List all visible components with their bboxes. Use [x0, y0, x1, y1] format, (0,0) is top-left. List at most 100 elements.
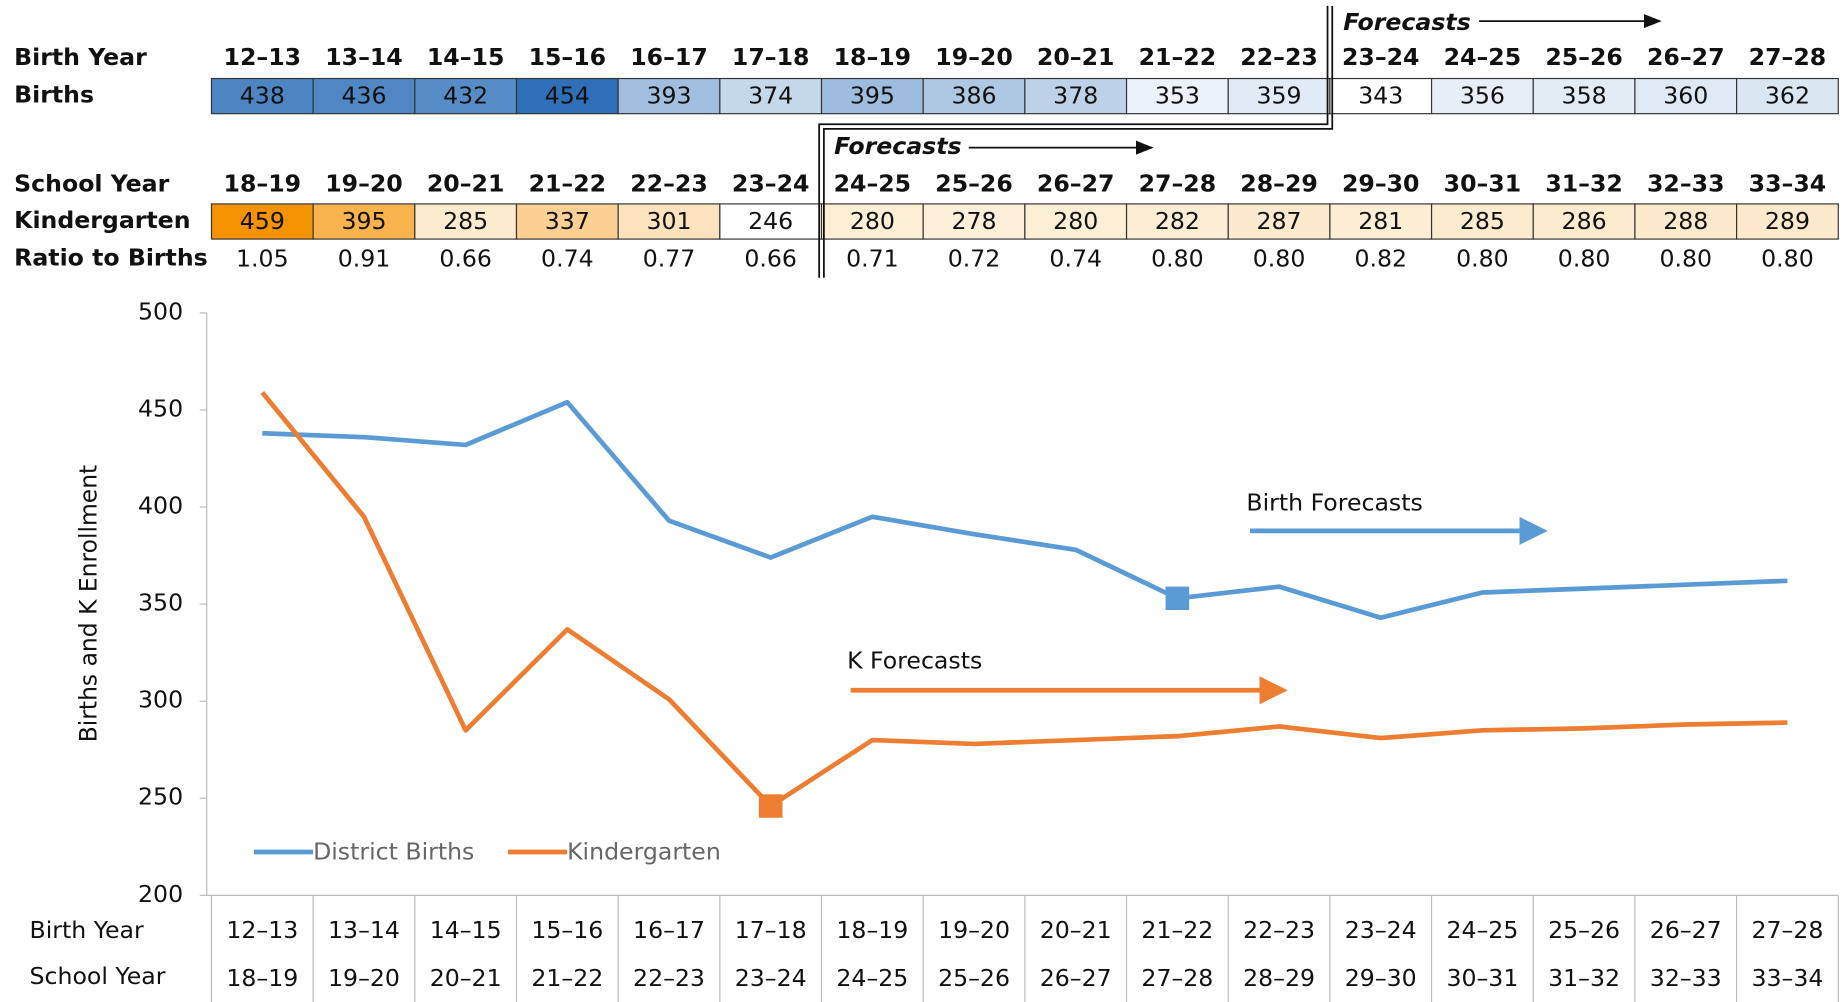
forecast-label: Forecasts	[1343, 8, 1470, 36]
table-cell	[414, 77, 518, 115]
x-tick-label: 22–23	[633, 964, 705, 992]
cell-value: 280	[850, 207, 895, 235]
forecast-divider	[822, 5, 1334, 278]
ratio-value: 1.05	[236, 245, 289, 273]
school-year-header: 20–21	[427, 170, 505, 198]
cell-value: 289	[1765, 207, 1810, 235]
table-cell	[1329, 203, 1433, 240]
x-tick-label: 33–34	[1751, 964, 1823, 992]
ratio-value: 0.91	[338, 245, 391, 273]
x-tick-label: 17–18	[735, 916, 807, 944]
y-tick-label: 300	[138, 686, 183, 714]
birth-year-header: 19–20	[935, 43, 1013, 71]
ratio-value: 0.80	[1659, 245, 1712, 273]
school-year-header: 19–20	[325, 170, 403, 198]
cell-value: 395	[850, 82, 895, 110]
table-cell	[617, 203, 721, 240]
ratio-value: 0.82	[1354, 245, 1407, 273]
ratio-value: 0.71	[846, 245, 899, 273]
row-label: Kindergarten	[14, 206, 190, 234]
school-year-header: 31–32	[1545, 170, 1623, 198]
table-cell	[719, 77, 823, 115]
cell-value: 288	[1663, 207, 1708, 235]
cell-value: 278	[952, 207, 997, 235]
table-cell	[1024, 203, 1128, 240]
table-cell	[312, 203, 416, 240]
table-cell	[1634, 203, 1738, 240]
x-tick-label: 20–21	[1040, 916, 1112, 944]
y-tick-label: 400	[138, 492, 183, 520]
ratio-value: 0.66	[439, 245, 492, 273]
point-marker	[758, 794, 783, 818]
x-tick-label: 18–19	[836, 916, 908, 944]
x-tick-label: 28–29	[1243, 964, 1315, 992]
cell-value: 301	[646, 207, 691, 235]
annotation: K Forecasts	[847, 647, 982, 675]
table-cell	[515, 77, 619, 115]
x-tick-label: 26–27	[1040, 964, 1112, 992]
cell-value: 282	[1155, 207, 1200, 235]
table-cell	[719, 203, 823, 240]
birth-year-header: 18–19	[834, 43, 912, 71]
table-cell	[1736, 203, 1839, 240]
x-tick-label: 30–31	[1446, 964, 1518, 992]
birth-year-header: 22–23	[1240, 43, 1318, 71]
y-tick-label: 350	[138, 589, 183, 617]
row-label: School Year	[14, 170, 169, 198]
table-cell	[1532, 203, 1636, 240]
cell-value: 280	[1053, 207, 1098, 235]
cell-value: 459	[240, 207, 285, 235]
table-cell	[1736, 77, 1839, 115]
cell-value: 358	[1562, 82, 1607, 110]
row-label: Births	[14, 81, 94, 109]
cell-value: 343	[1358, 82, 1403, 110]
school-year-header: 18–19	[224, 170, 302, 198]
birth-year-header: 12–13	[224, 43, 302, 71]
table-cell	[1125, 77, 1229, 115]
point-marker	[1165, 586, 1190, 611]
axis-row-label: School Year	[30, 962, 166, 990]
cell-value: 286	[1562, 207, 1607, 235]
cell-value: 281	[1358, 207, 1403, 235]
cell-value: 386	[952, 82, 997, 110]
cell-value: 337	[545, 207, 590, 235]
cell-value: 353	[1155, 82, 1200, 110]
school-year-header: 25–26	[935, 170, 1013, 198]
school-year-header: 24–25	[834, 170, 912, 198]
cell-value: 360	[1663, 82, 1708, 110]
y-tick-label: 500	[138, 297, 183, 325]
y-tick-label: 450	[138, 395, 183, 423]
table-cell	[1430, 77, 1534, 115]
birth-year-header: 15–16	[529, 43, 607, 71]
row-label: Birth Year	[14, 43, 147, 71]
x-tick-label: 20–21	[430, 964, 502, 992]
forecast-label: Forecasts	[834, 132, 961, 160]
school-year-header: 33–34	[1749, 170, 1827, 198]
school-year-header: 27–28	[1139, 170, 1217, 198]
table-cell	[210, 77, 314, 115]
birth-year-header: 27–28	[1749, 43, 1827, 71]
ratio-value: 0.80	[1151, 245, 1204, 273]
table-cell	[1227, 77, 1331, 115]
x-tick-label: 22–23	[1243, 916, 1315, 944]
school-year-header: 30–31	[1444, 170, 1522, 198]
ratio-value: 0.66	[744, 245, 797, 273]
x-tick-label: 32–33	[1650, 964, 1722, 992]
x-tick-label: 15–16	[531, 916, 603, 944]
x-tick-label: 21–22	[531, 964, 603, 992]
x-tick-label: 19–20	[938, 916, 1010, 944]
x-tick-label: 26–27	[1650, 916, 1722, 944]
cell-value: 436	[341, 82, 386, 110]
birth-year-header: 24–25	[1444, 43, 1522, 71]
x-tick-label: 18–19	[226, 964, 298, 992]
birth-year-header: 25–26	[1545, 43, 1623, 71]
ratio-value: 0.74	[541, 245, 594, 273]
cell-value: 246	[748, 207, 793, 235]
x-tick-label: 23–24	[1345, 916, 1417, 944]
annotation: Birth Forecasts	[1246, 488, 1422, 516]
x-tick-label: 13–14	[328, 916, 400, 944]
table-cell	[515, 203, 619, 240]
y-tick-label: 250	[138, 783, 183, 811]
x-tick-label: 16–17	[633, 916, 705, 944]
